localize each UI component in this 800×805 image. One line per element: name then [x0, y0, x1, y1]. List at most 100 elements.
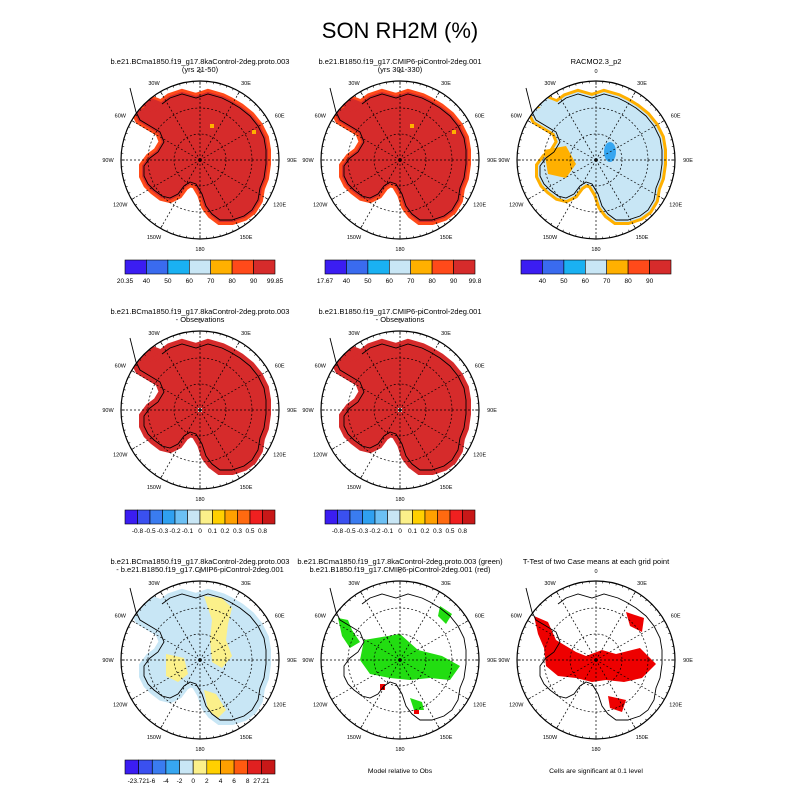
- field-cell: [452, 130, 456, 134]
- colorbar-segment: [411, 260, 432, 274]
- frame-tick: [238, 592, 240, 595]
- longitude-label: 60W: [511, 114, 523, 120]
- colorbar-segment: [138, 510, 151, 524]
- colorbar-segment: [325, 510, 338, 524]
- longitude-label: 150E: [636, 235, 649, 241]
- frame-tick: [465, 621, 468, 623]
- frame-tick: [454, 214, 456, 216]
- colorbar-segment: [542, 260, 563, 274]
- colorbar-segment: [234, 760, 248, 774]
- frame-tick: [361, 725, 363, 728]
- frame-tick: [132, 698, 135, 700]
- frame-tick: [238, 475, 240, 478]
- colorbar-segment: [188, 510, 201, 524]
- colorbar-label: -4: [163, 778, 169, 785]
- longitude-label: 30W: [148, 81, 160, 87]
- longitude-label: 120W: [509, 203, 524, 209]
- map-panel-8: T-Test of two Case means at each grid po…: [498, 557, 693, 775]
- longitude-label: 60E: [671, 114, 681, 120]
- longitude-label: 60W: [115, 614, 127, 620]
- colorbar-segment: [388, 510, 401, 524]
- colorbar-segment: [189, 260, 210, 274]
- map-panel-7: b.e21.BCma1850.f19_g17.8kaControl-2deg.p…: [297, 557, 503, 775]
- colorbar-label: 70: [603, 278, 611, 285]
- longitude-label: 150E: [440, 485, 453, 491]
- frame-tick: [132, 371, 135, 373]
- colorbar-segment: [338, 510, 351, 524]
- longitude-label: 90W: [302, 658, 314, 664]
- colorbar-label: -0.3: [357, 528, 369, 535]
- longitude-label: 60E: [275, 614, 285, 620]
- frame-tick: [438, 592, 440, 595]
- panels-group: b.e21.BCma1850.f19_g17.8kaControl-2deg.p…: [102, 57, 693, 785]
- frame-tick: [161, 225, 163, 228]
- panel-footnote: Model relative to Obs: [368, 768, 433, 775]
- frame-tick: [344, 464, 346, 466]
- longitude-label: 150E: [240, 485, 253, 491]
- frame-tick: [254, 214, 256, 216]
- frame-tick: [132, 448, 135, 450]
- frame-tick: [465, 371, 468, 373]
- longitude-label: 90W: [498, 658, 510, 664]
- longitude-label: 60E: [275, 114, 285, 120]
- colorbar-segment: [213, 510, 226, 524]
- colorbar-label: -2: [177, 778, 183, 785]
- longitude-label: 120E: [669, 703, 682, 709]
- sig-red-cell: [380, 684, 385, 690]
- frame-tick: [332, 198, 335, 200]
- longitude-label: 60E: [671, 614, 681, 620]
- longitude-label: 120W: [113, 203, 128, 209]
- colorbar-label: -23.721: [128, 778, 150, 785]
- colorbar-segment: [400, 510, 413, 524]
- colorbar-label: 8: [246, 778, 250, 785]
- longitude-label: 60W: [115, 364, 127, 370]
- frame-tick: [332, 621, 335, 623]
- colorbar-label: 0: [198, 528, 202, 535]
- frame-tick: [344, 604, 346, 606]
- longitude-label: 180: [395, 247, 404, 253]
- longitude-label: 120W: [113, 703, 128, 709]
- colorbar-segment: [413, 510, 426, 524]
- colorbar-segment: [363, 510, 376, 524]
- longitude-label: 90W: [102, 408, 114, 414]
- longitude-label: 60W: [511, 614, 523, 620]
- colorbar-segment: [254, 260, 275, 274]
- colorbar-segment: [432, 260, 453, 274]
- colorbar-label: 0.5: [245, 528, 254, 535]
- colorbar-segment: [250, 510, 263, 524]
- frame-tick: [361, 225, 363, 228]
- frame-tick: [144, 214, 146, 216]
- longitude-label: 60E: [475, 364, 485, 370]
- colorbar-segment: [585, 260, 606, 274]
- longitude-label: 180: [195, 497, 204, 503]
- longitude-label: 120E: [273, 703, 286, 709]
- colorbar-segment: [207, 760, 221, 774]
- colorbar-segment: [463, 510, 476, 524]
- longitude-label: 150E: [240, 235, 253, 241]
- colorbar-segment: [225, 510, 238, 524]
- colorbar-label: 90: [646, 278, 654, 285]
- longitude-label: 30E: [241, 81, 251, 87]
- colorbar-label: 0: [191, 778, 195, 785]
- sig-green-region: [410, 698, 424, 710]
- colorbar-segment: [166, 760, 180, 774]
- frame-tick: [254, 714, 256, 716]
- frame-tick: [161, 592, 163, 595]
- frame-tick: [361, 92, 363, 95]
- longitude-label: 120W: [113, 453, 128, 459]
- longitude-label: 30W: [348, 331, 360, 337]
- longitude-label: 180: [195, 747, 204, 753]
- frame-tick: [332, 121, 335, 123]
- longitude-label: 0: [198, 69, 201, 75]
- map-panel-1: b.e21.BCma1850.f19_g17.8kaControl-2deg.p…: [102, 57, 297, 285]
- sig-red-cell: [414, 710, 419, 714]
- colorbar-segment: [211, 260, 232, 274]
- colorbar-label: 80: [228, 278, 236, 285]
- longitude-label: 90E: [487, 158, 497, 164]
- longitude-label: 90E: [683, 658, 693, 664]
- colorbar-label: 0.1: [408, 528, 417, 535]
